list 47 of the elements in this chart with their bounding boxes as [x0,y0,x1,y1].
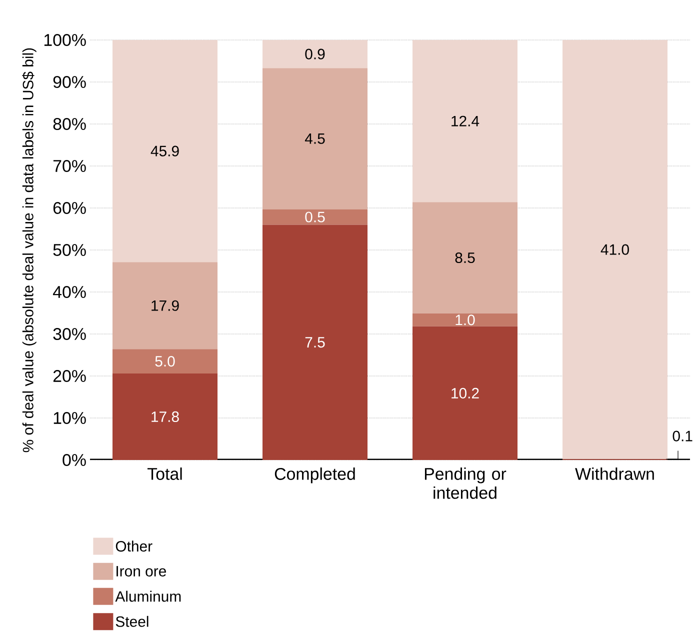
bar [412,326,518,460]
annotation: 0.1 [672,430,692,442]
y-tick-label: 10% [54,412,86,424]
x-tick-label: Total [147,468,182,480]
bar [112,40,218,262]
bar [112,262,218,350]
bar [262,40,368,68]
x-tick-label: Pending or intended [424,468,506,499]
bar [112,373,218,460]
y-axis-title: % of deal value (absolute deal value in data labels in US$ bil) [22,48,36,452]
annotation: 45.9 [150,146,179,156]
y-tick-label: 80% [53,118,86,130]
bar [412,313,518,326]
bar [412,202,518,314]
annotation: 4.5 [304,133,325,144]
bar [262,209,368,225]
bar [562,40,668,460]
y-tick-label: 30% [53,328,86,340]
annotation: 12.4 [452,116,480,126]
y-tick-label: 100% [44,34,86,46]
legend-label: Aluminum [115,590,181,602]
y-tick-label: 60% [53,202,86,214]
annotation: 17.8 [152,411,179,422]
annotation: 41.0 [600,244,629,255]
bar [262,68,368,210]
annotation: 8.5 [455,252,475,264]
annotation: 5.0 [155,356,175,367]
bar [412,40,518,202]
y-tick-label: 20% [53,370,86,382]
bar [112,349,218,374]
y-tick-label: 90% [53,76,86,88]
x-tick-label: Withdrawn [575,468,654,480]
legend-label: Other [116,540,152,552]
bar [262,224,368,460]
y-tick-label: 70% [53,160,86,172]
legend-label: Iron ore [116,566,166,576]
annotation: 0.9 [305,48,325,60]
annotation: 0.5 [305,212,325,222]
annotation: 1.0 [456,314,475,326]
legend-label: Steel [116,616,148,627]
annotation: 17.9 [152,300,179,311]
x-tick-label: Completed [274,468,355,484]
annotation: 7.5 [305,337,325,348]
y-tick-label: 40% [52,286,86,298]
annotation: 10.2 [452,388,479,398]
y-tick-label: 50% [53,244,86,256]
y-tick-label: 0% [62,454,86,466]
